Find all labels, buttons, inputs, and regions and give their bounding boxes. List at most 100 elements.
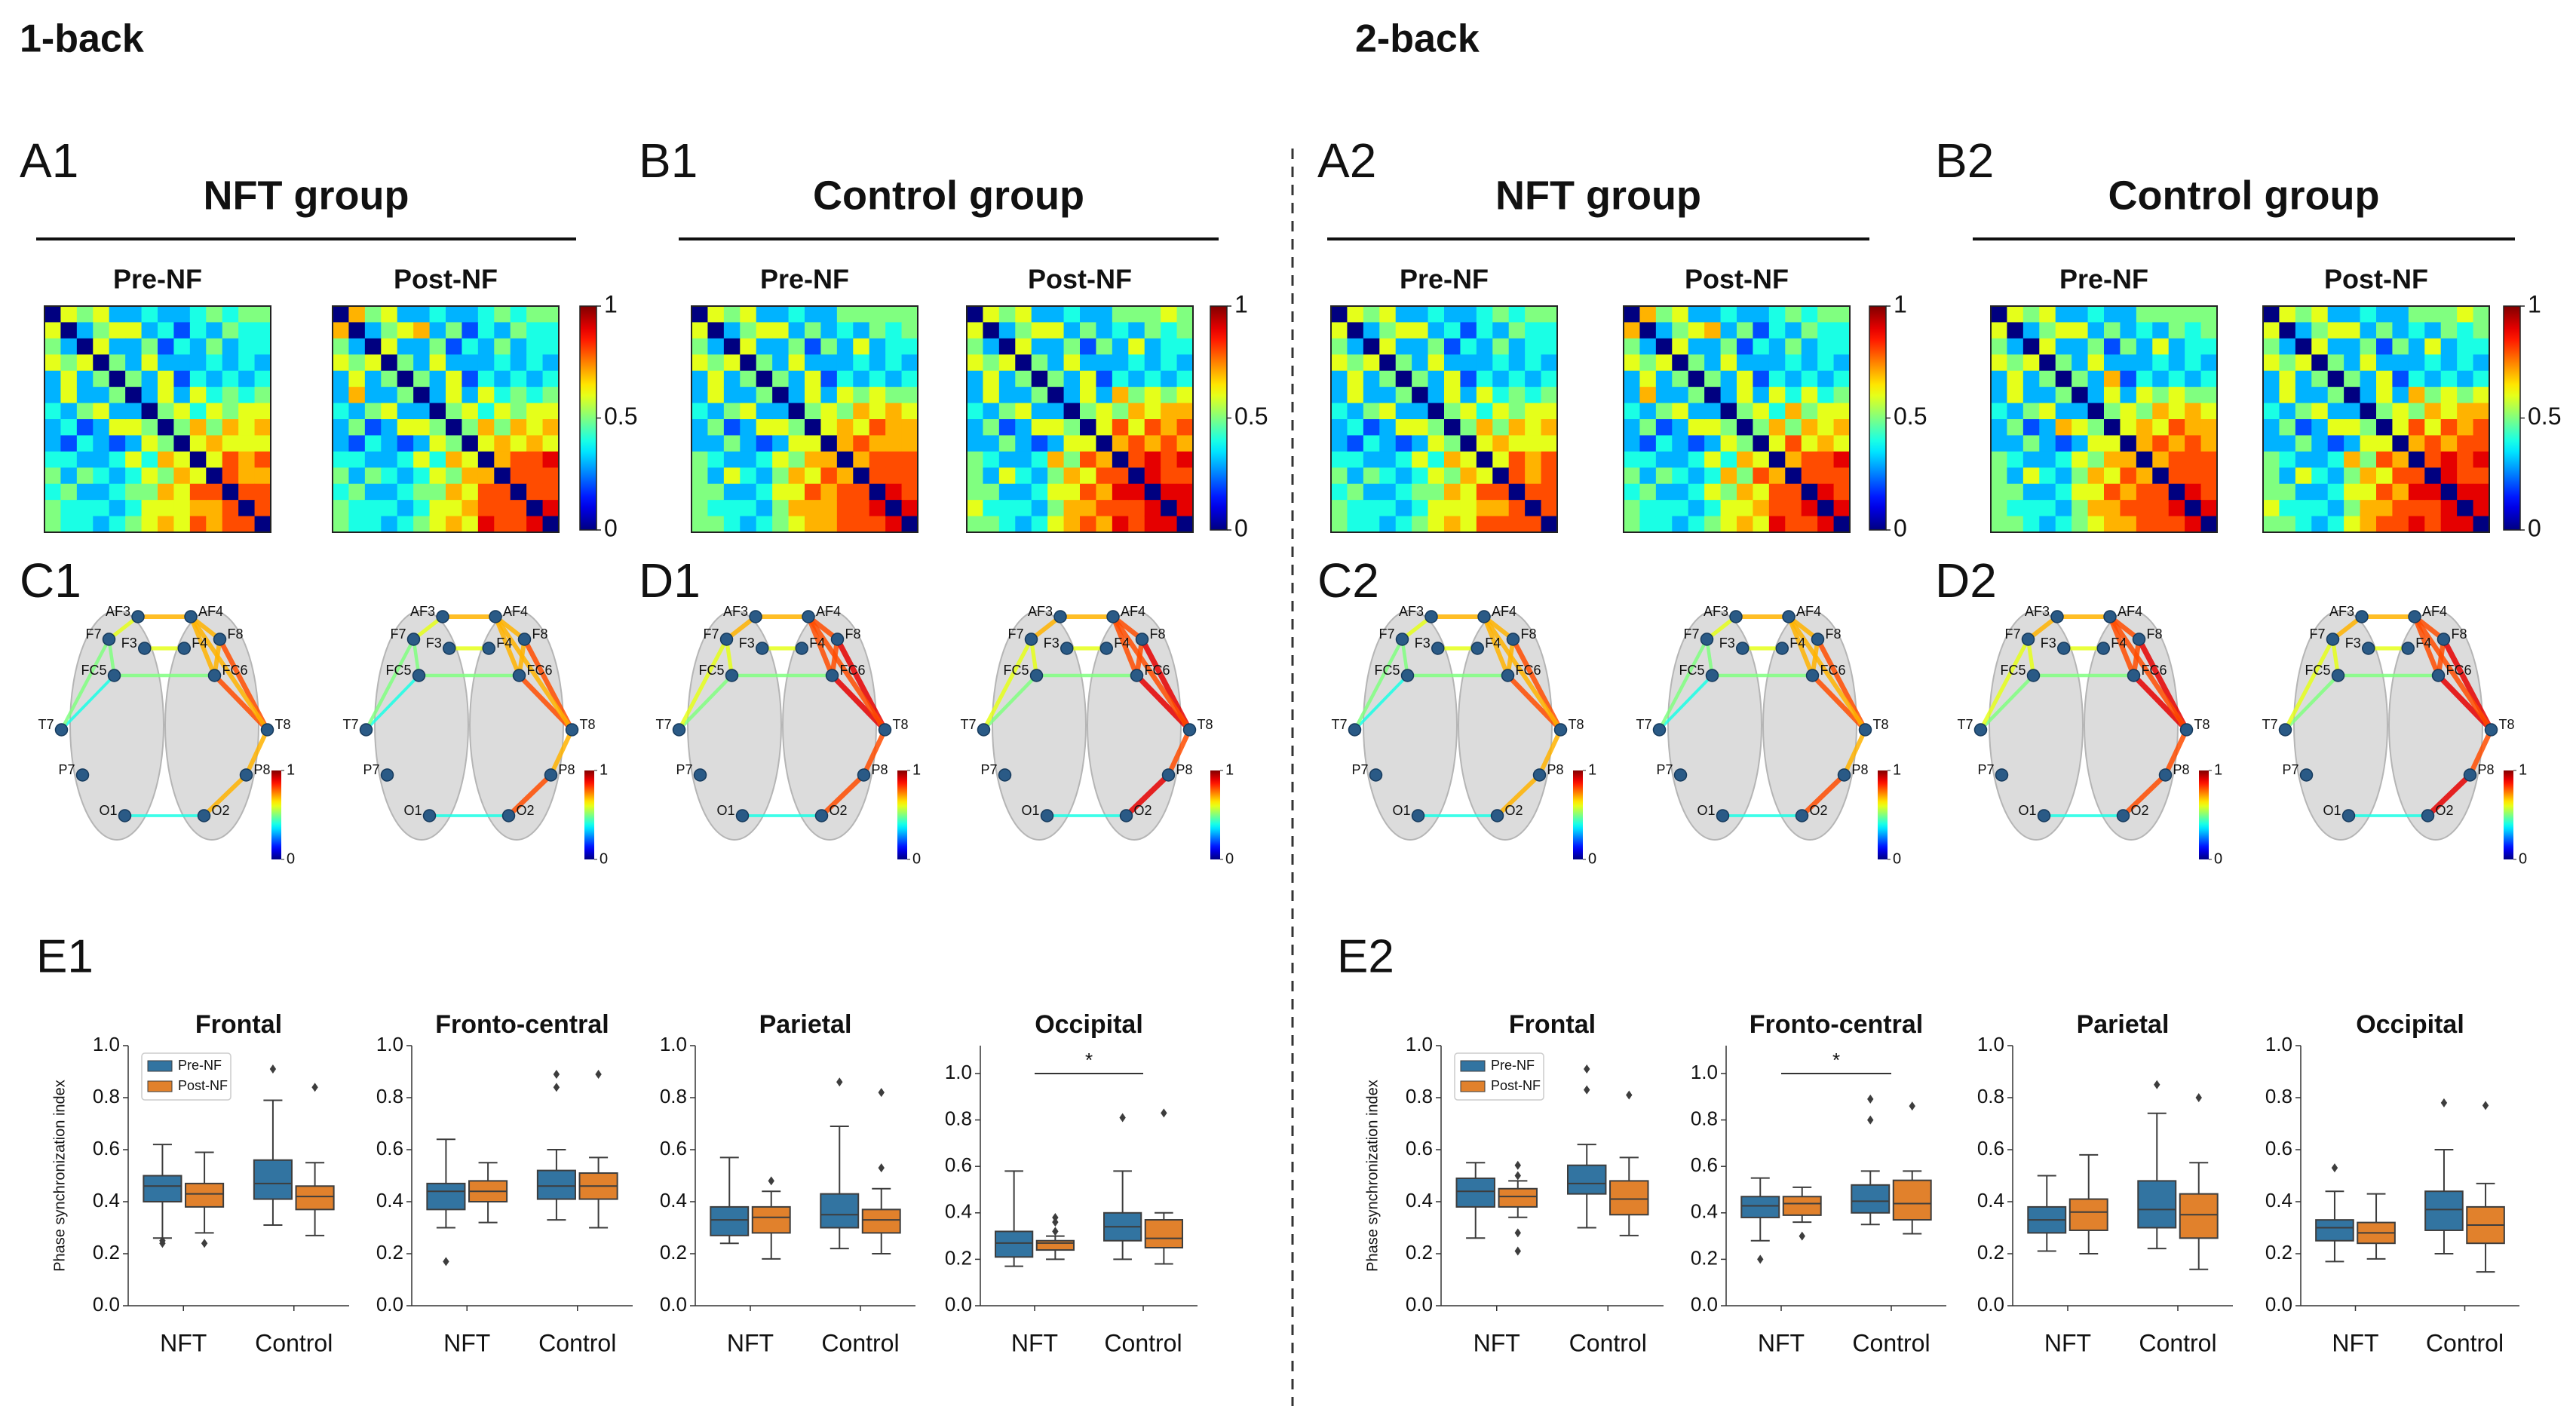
- heatmap-cell: [60, 516, 78, 533]
- electrode: [412, 669, 426, 682]
- heatmap-cell: [1031, 387, 1048, 404]
- heatmap-cell: [707, 483, 725, 501]
- heatmap-cell: [2327, 354, 2344, 372]
- heatmap-cell: [1672, 322, 1689, 339]
- electrode: [1348, 723, 1362, 737]
- heatmap-cell: [2457, 467, 2474, 485]
- heatmap-cell: [2424, 387, 2442, 404]
- heatmap-cell: [2344, 419, 2361, 436]
- electrode-label: F8: [1826, 626, 1842, 642]
- heatmap-cell: [1753, 354, 1770, 372]
- heatmap-cell: [1639, 435, 1657, 452]
- electrode-label: F7: [1683, 626, 1699, 642]
- heatmap-cell: [1096, 419, 1113, 436]
- heatmap-cell: [1331, 387, 1348, 404]
- heatmap-cell: [1031, 354, 1048, 372]
- colorbar-tick-label: 1: [912, 761, 921, 778]
- heatmap-cell: [1428, 500, 1445, 517]
- heatmap-cell: [1768, 354, 1786, 372]
- heatmap-cell: [1753, 306, 1770, 323]
- heatmap-cell: [788, 322, 805, 339]
- heatmap-cell: [2392, 467, 2409, 485]
- electrode: [1501, 669, 1515, 682]
- heatmap-cell: [206, 516, 223, 533]
- heatmap-cell: [1176, 451, 1194, 468]
- heatmap-cell: [1331, 370, 1348, 387]
- electrode: [131, 610, 145, 623]
- heatmap-cell: [1395, 370, 1412, 387]
- heatmap-cell: [1428, 306, 1445, 323]
- heatmap-cell: [413, 467, 431, 485]
- heatmap-cell: [2007, 322, 2024, 339]
- heatmap-cell: [2022, 322, 2040, 339]
- electrode-label: T8: [1873, 717, 1889, 732]
- x-tick-label: Control: [255, 1329, 333, 1356]
- heatmap-cell: [348, 483, 366, 501]
- heatmap-cell: [1785, 338, 1802, 355]
- heatmap-cell: [1112, 483, 1129, 501]
- heatmap-cell: [2279, 419, 2296, 436]
- colorbar-tick-label: 1: [1225, 761, 1234, 778]
- heatmap-cell: [1063, 322, 1081, 339]
- heatmap-cell: [397, 500, 414, 517]
- heatmap-cell: [477, 370, 495, 387]
- heatmap-cell: [1080, 500, 1096, 517]
- electrode-label: O1: [716, 803, 734, 818]
- heatmap-cell: [2022, 516, 2040, 533]
- heatmap-cell: [1508, 322, 1526, 339]
- heatmap-cell: [1541, 419, 1558, 436]
- heatmap-cell: [869, 387, 886, 404]
- y-tick-label: 0.4: [660, 1189, 687, 1211]
- connection: [2283, 673, 2340, 732]
- heatmap-cell: [125, 306, 143, 323]
- heatmap-cell: [998, 483, 1016, 501]
- electrode-label: F7: [2309, 626, 2325, 642]
- heatmap-cell: [93, 451, 110, 468]
- heatmap-cell: [885, 322, 903, 339]
- panel-label: C1: [20, 553, 81, 608]
- electrode: [1652, 723, 1667, 737]
- heatmap-cell: [885, 435, 903, 452]
- electrode: [75, 768, 90, 782]
- heatmap-cell: [2022, 500, 2040, 517]
- colorbar-tick-label: 0: [2528, 514, 2541, 541]
- heatmap-cell: [1395, 451, 1412, 468]
- heatmap-cell: [526, 338, 544, 355]
- heatmap-cell: [429, 338, 446, 355]
- heatmap-cell: [2087, 387, 2105, 404]
- heatmap-cell: [1144, 435, 1161, 452]
- connection: [1123, 772, 1172, 819]
- heatmap-cell: [1737, 467, 1753, 485]
- box: [295, 1185, 335, 1211]
- heatmap-cell: [2311, 467, 2329, 485]
- electrode: [2355, 610, 2369, 623]
- electrode-label: F3: [121, 636, 137, 651]
- heatmap-cell: [2295, 435, 2312, 452]
- electrode-label: F7: [390, 626, 406, 642]
- y-tick-label: 0.6: [945, 1153, 972, 1176]
- box: [2068, 1198, 2108, 1231]
- heatmap-cell: [1176, 338, 1194, 355]
- y-tick-label: 0.8: [1977, 1085, 2004, 1107]
- heatmap-cell: [2424, 306, 2442, 323]
- electrode: [1099, 642, 1113, 655]
- heatmap-cell: [333, 322, 349, 339]
- heatmap-cell: [805, 419, 821, 436]
- heatmap-cell: [1460, 516, 1477, 533]
- heatmap-cell: [885, 451, 903, 468]
- heatmap-cell: [93, 516, 110, 533]
- heatmap-cell: [692, 338, 708, 355]
- heatmap-cell: [2055, 467, 2072, 485]
- electrode-label: AF4: [2422, 604, 2447, 619]
- y-tick-label: 0.2: [1977, 1241, 2004, 1264]
- heatmap-cell: [1460, 338, 1477, 355]
- heatmap-cell: [1801, 370, 1818, 387]
- heatmap-cell: [1444, 483, 1461, 501]
- heatmap-cell: [836, 516, 854, 533]
- heatmap-cell: [1176, 387, 1194, 404]
- heatmap-cell: [1639, 516, 1657, 533]
- heatmap-cell: [1525, 483, 1542, 501]
- heatmap-cell: [1704, 338, 1722, 355]
- heatmap-cell: [1428, 370, 1445, 387]
- heatmap-cell: [348, 370, 366, 387]
